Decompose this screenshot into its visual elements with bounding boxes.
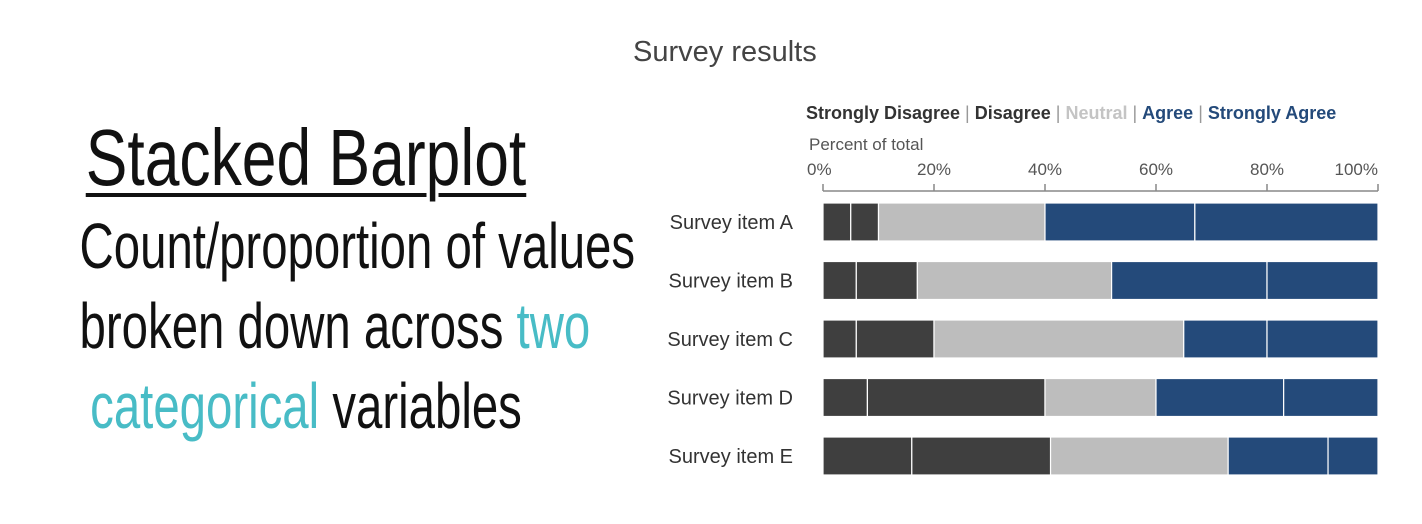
bar-segment bbox=[850, 202, 880, 242]
bar-segment bbox=[1155, 377, 1285, 418]
accent-word-two: two bbox=[516, 290, 591, 362]
category-label: Survey item C bbox=[667, 329, 793, 351]
x-axis-label: Percent of total bbox=[809, 135, 923, 154]
x-tick-label: 40% bbox=[1028, 160, 1062, 179]
bar-segment bbox=[822, 377, 869, 418]
bar-segment bbox=[933, 319, 1185, 359]
bar-segment bbox=[1227, 436, 1329, 476]
y-axis-labels: Survey item A Survey item B Survey item C S… bbox=[667, 212, 793, 468]
description-line-2-text: broken down across bbox=[79, 290, 517, 362]
bar-segment bbox=[1194, 202, 1379, 242]
description-line-3: categorical variables bbox=[80, 366, 533, 446]
category-label: Survey item A bbox=[670, 212, 794, 234]
bar-segment bbox=[877, 202, 1046, 242]
bar-segment bbox=[822, 319, 857, 359]
bar-segment bbox=[1266, 319, 1379, 359]
category-label: Survey item D bbox=[667, 388, 793, 410]
bar-segment bbox=[916, 260, 1113, 301]
bar-segment bbox=[822, 260, 857, 301]
category-label: Survey item B bbox=[669, 271, 793, 293]
svg-text:Strongly Disagree | Disagree |: Strongly Disagree | Disagree | Neutral |… bbox=[806, 103, 1336, 123]
bar-segment bbox=[1266, 260, 1379, 301]
bar-segment bbox=[1327, 436, 1379, 476]
legend-separator: | bbox=[960, 103, 975, 123]
description-line-3-text: variables bbox=[319, 370, 522, 442]
legend-item: Neutral bbox=[1065, 103, 1127, 123]
slide-title: Stacked Barplot bbox=[85, 113, 527, 202]
x-tick-label: 20% bbox=[917, 160, 951, 179]
bar-segment bbox=[1049, 436, 1229, 476]
chart-title: Survey results bbox=[633, 36, 817, 68]
bar-segment bbox=[1110, 260, 1268, 301]
left-panel: Stacked Barplot Count/proportion of valu… bbox=[0, 110, 636, 446]
description-line-2: broken down across two bbox=[79, 286, 591, 366]
category-label: Survey item E bbox=[669, 446, 793, 468]
bar-segment bbox=[822, 202, 852, 242]
bars bbox=[822, 202, 1379, 476]
legend-item: Strongly Disagree bbox=[806, 103, 960, 123]
bar-segment bbox=[1283, 377, 1379, 418]
bar-segment bbox=[1044, 202, 1196, 242]
legend-item: Disagree bbox=[975, 103, 1051, 123]
bar-segment bbox=[822, 436, 913, 476]
legend-separator: | bbox=[1051, 103, 1066, 123]
legend-item: Strongly Agree bbox=[1208, 103, 1336, 123]
chart-legend: Strongly Disagree | Disagree | Neutral |… bbox=[806, 103, 1336, 123]
x-tick-label: 0% bbox=[807, 160, 832, 179]
bar-segment bbox=[1044, 377, 1157, 418]
bar-segment bbox=[1183, 319, 1268, 359]
bar-segment bbox=[866, 377, 1046, 418]
legend-separator: | bbox=[1127, 103, 1142, 123]
legend-separator: | bbox=[1193, 103, 1208, 123]
x-tick-label: 100% bbox=[1335, 160, 1378, 179]
bar-segment bbox=[855, 319, 935, 359]
x-axis: 0% 20% 40% 60% 80% 100% bbox=[807, 160, 1379, 192]
accent-word-categorical: categorical bbox=[90, 370, 320, 442]
bar-segment bbox=[911, 436, 1052, 476]
bar-segment bbox=[855, 260, 918, 301]
x-tick-label: 60% bbox=[1139, 160, 1173, 179]
legend-item: Agree bbox=[1142, 103, 1193, 123]
x-tick-label: 80% bbox=[1250, 160, 1284, 179]
